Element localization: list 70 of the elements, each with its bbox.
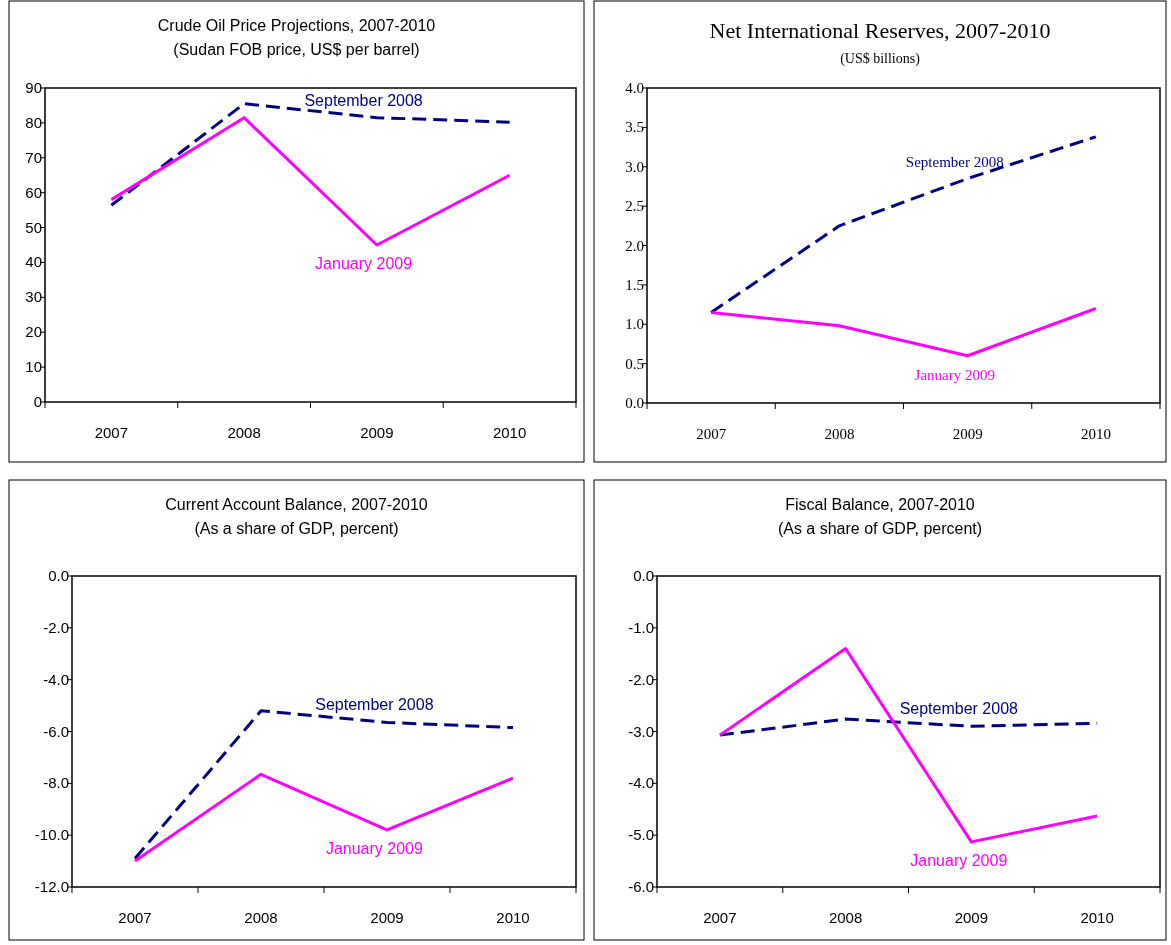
y-tick-label: 0: [33, 393, 42, 410]
x-tick-label: 2010: [1080, 426, 1111, 442]
y-tick-label: 0.0: [633, 567, 654, 584]
y-tick-label: -6.0: [43, 722, 69, 740]
y-tick-label: 90: [25, 79, 42, 96]
chart-subtitle: (As a share of GDP, percent): [777, 520, 983, 537]
y-tick-label: -12.0: [34, 878, 69, 895]
series-label: January 2009: [315, 255, 413, 272]
x-tick-label: 2008: [828, 909, 863, 926]
y-tick-label: 10: [25, 358, 42, 376]
x-tick-label: 2007: [703, 909, 737, 926]
x-tick-label: 2010: [1080, 909, 1114, 926]
chart-title: Current Account Balance, 2007-2010: [165, 496, 428, 513]
chart-subtitle: (Sudan FOB price, US$ per barrel): [173, 41, 420, 58]
y-tick-label: -8.0: [43, 774, 69, 792]
y-tick-label: 3.5: [625, 119, 644, 136]
y-tick-label: 40: [25, 253, 42, 271]
y-tick-label: -5.0: [628, 826, 654, 844]
chart-subtitle: (As a share of GDP, percent): [194, 520, 399, 537]
x-tick-label: 2009: [954, 909, 989, 926]
y-tick-label: 20: [25, 323, 42, 341]
y-tick-label: 0.0: [625, 395, 644, 411]
line-series: [709, 135, 1098, 314]
x-tick-label: 2007: [118, 909, 152, 926]
line-series: [709, 307, 1098, 358]
x-tick-label: 2009: [952, 426, 983, 442]
x-tick-label: 2008: [244, 909, 278, 926]
y-tick-label: 30: [25, 288, 42, 306]
x-tick-label: 2007: [94, 424, 129, 441]
y-tick-label: 0.5: [625, 355, 644, 372]
x-tick-label: 2008: [227, 424, 261, 441]
y-tick-label: -2.0: [628, 670, 654, 688]
series-label: January 2009: [910, 851, 1008, 869]
y-tick-label: 2.0: [625, 237, 644, 254]
y-tick-label: 50: [25, 218, 42, 236]
x-tick-label: 2008: [824, 426, 855, 442]
series-label: September 2008: [899, 700, 1019, 718]
series-label: September 2008: [905, 153, 1004, 170]
y-tick-label: 3.0: [625, 158, 644, 175]
y-tick-label: -2.0: [43, 618, 69, 636]
chart-title: Net International Reserves, 2007-2010: [709, 18, 1051, 43]
y-tick-label: -4.0: [43, 670, 69, 688]
series-label: January 2009: [914, 366, 995, 383]
y-tick-label: 0.0: [48, 567, 69, 584]
y-tick-label: -6.0: [628, 878, 654, 895]
y-tick-label: -1.0: [628, 618, 654, 636]
chart-title: Fiscal Balance, 2007-2010: [785, 496, 975, 513]
chart-title: Crude Oil Price Projections, 2007-2010: [157, 17, 436, 34]
y-tick-label: 1.5: [625, 276, 644, 293]
line-series: [718, 647, 1099, 844]
line-series: [109, 116, 512, 247]
y-tick-label: 2.5: [625, 198, 644, 215]
x-tick-label: 2009: [360, 424, 394, 441]
x-tick-label: 2009: [370, 909, 404, 926]
y-tick-label: 70: [25, 148, 42, 166]
y-tick-label: 80: [25, 113, 42, 131]
y-tick-label: 60: [25, 183, 42, 201]
x-tick-label: 2010: [496, 909, 530, 926]
x-tick-label: 2007: [696, 426, 727, 442]
y-tick-label: 1.0: [625, 316, 644, 333]
y-tick-label: -10.0: [34, 826, 69, 844]
series-label: September 2008: [304, 91, 423, 109]
y-tick-label: -4.0: [628, 774, 654, 792]
line-series: [133, 772, 515, 863]
series-label: January 2009: [325, 839, 423, 857]
y-tick-label: 4.0: [625, 80, 644, 96]
chart-subtitle: (US$ billions): [840, 51, 921, 67]
series-label: September 2008: [315, 696, 434, 714]
x-tick-label: 2010: [492, 424, 527, 441]
y-tick-label: -3.0: [628, 722, 654, 740]
